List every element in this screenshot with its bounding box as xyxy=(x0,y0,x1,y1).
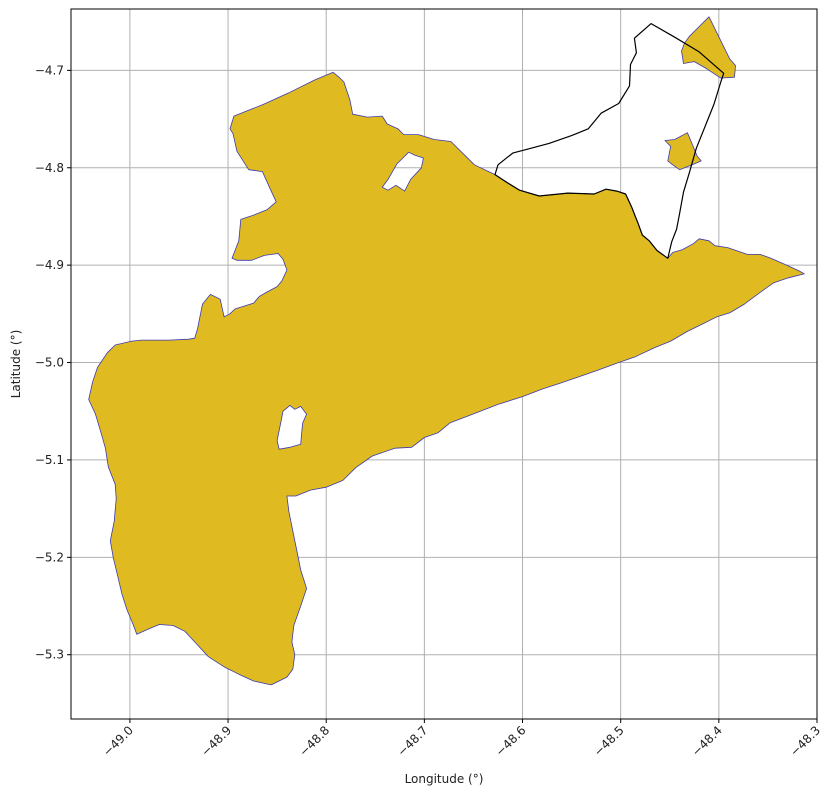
y-axis-ticks: −4.7 −4.8 −4.9 −5.0 −5.1 −5.2 −5.3 xyxy=(35,63,71,662)
plot-frame xyxy=(70,8,818,720)
filled-regions xyxy=(88,16,805,686)
y-tick-label-3: −5.0 xyxy=(35,356,64,370)
y-tick-label-2: −4.9 xyxy=(35,258,64,272)
y-tick-label-4: −5.1 xyxy=(35,453,64,467)
region-polygon-2 xyxy=(664,132,702,171)
y-tick-label-1: −4.8 xyxy=(35,161,64,175)
region-polygon-0 xyxy=(88,71,805,686)
region-polygon-1 xyxy=(681,16,736,79)
x-axis-title: Longitude (°) xyxy=(405,772,484,786)
boundary-outline-1 xyxy=(494,23,725,259)
y-axis-title: Latitude (°) xyxy=(9,330,23,399)
y-tick-label-6: −5.3 xyxy=(35,648,64,662)
boundary-outlines xyxy=(494,23,725,259)
y-tick-label-0: −4.7 xyxy=(35,63,64,77)
y-tick-label-5: −5.2 xyxy=(35,550,64,564)
